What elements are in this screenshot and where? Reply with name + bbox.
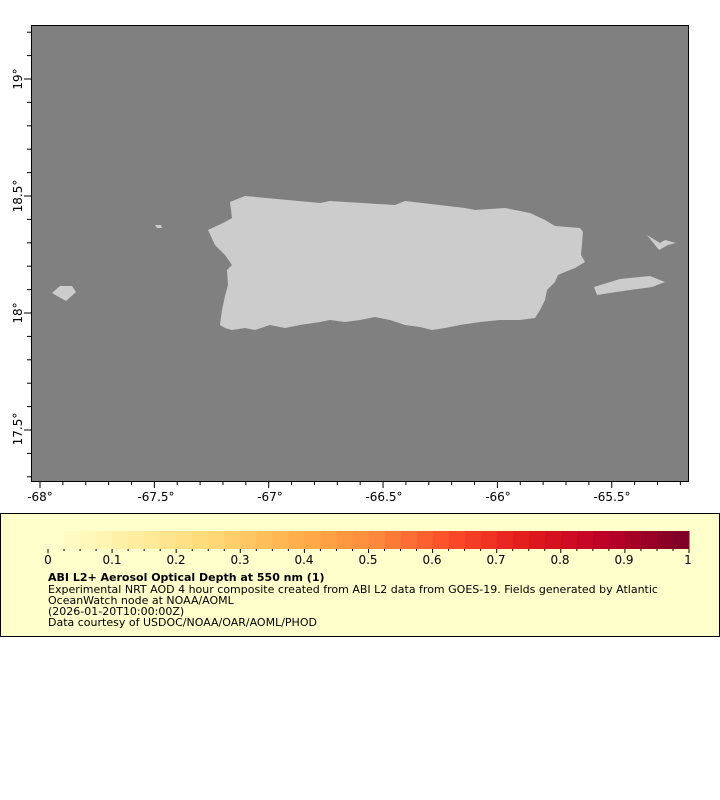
lat-tick-label: 18.5° — [11, 180, 25, 213]
legend-title: ABI L2+ Aerosol Optical Depth at 550 nm … — [48, 571, 325, 584]
colorbar-cell — [224, 531, 241, 549]
lon-tick-label: -65.5° — [593, 490, 630, 504]
colorbar-cell — [608, 531, 626, 549]
colorbar-cell — [624, 531, 642, 549]
colorbar-cell — [48, 531, 65, 549]
lon-tick-label: -67.5° — [137, 490, 174, 504]
colorbar-tick-label: 0.8 — [550, 553, 569, 567]
legend-time: (2026-01-20T10:00:00Z) — [48, 605, 185, 618]
legend-description-cont: OceanWatch node at NOAA/AOML — [48, 594, 234, 607]
lon-tick-label: -68° — [27, 490, 53, 504]
lat-tick-label: 18° — [11, 302, 25, 323]
colorbar-cell — [128, 531, 145, 549]
colorbar-cell — [368, 531, 386, 549]
colorbar-tick-label: 0.1 — [102, 553, 121, 567]
colorbar-cell — [160, 531, 177, 549]
legend-credit: Data courtesy of USDOC/NOAA/OAR/AOML/PHO… — [48, 616, 317, 629]
colorbar-cell — [96, 531, 113, 549]
lon-tick-label: -66.5° — [365, 490, 402, 504]
colorbar-cell — [352, 531, 369, 549]
colorbar-cell — [592, 531, 610, 549]
colorbar-cell — [320, 531, 337, 549]
colorbar-cell — [272, 531, 289, 549]
colorbar-tick-label: 1 — [684, 553, 692, 567]
colorbar-cell — [544, 531, 562, 549]
colorbar-cell — [496, 531, 514, 549]
legend-panel: 0 0.1 0.2 0.3 0.4 0.5 0.6 0.7 0.8 0.9 1 … — [0, 513, 720, 637]
colorbar-cell — [208, 531, 225, 549]
colorbar-cell — [112, 531, 129, 549]
colorbar-tick-label: 0.5 — [358, 553, 377, 567]
legend-description: Experimental NRT AOD 4 hour composite cr… — [48, 583, 658, 596]
colorbar-cell — [192, 531, 209, 549]
colorbar: 0 0.1 0.2 0.3 0.4 0.5 0.6 0.7 0.8 0.9 1 — [44, 531, 692, 567]
colorbar-cell — [672, 531, 690, 549]
colorbar-tick-label: 0.4 — [294, 553, 313, 567]
colorbar-cell — [400, 531, 418, 549]
colorbar-cell — [464, 531, 482, 549]
colorbar-cell — [656, 531, 674, 549]
puerto-rico-land — [208, 196, 585, 330]
colorbar-cell — [256, 531, 273, 549]
colorbar-cell — [240, 531, 257, 549]
colorbar-cell — [576, 531, 594, 549]
colorbar-cell — [336, 531, 353, 549]
colorbar-tick-label: 0 — [44, 553, 52, 567]
colorbar-cell — [528, 531, 546, 549]
desecheo-island-land — [155, 225, 162, 228]
lon-tick-label: -67° — [257, 490, 283, 504]
map-plot: -68° -67.5° -67° -66.5° -66° -65.5° 19° … — [11, 25, 689, 504]
colorbar-cell — [288, 531, 305, 549]
vieques-land — [594, 276, 665, 295]
colorbar-cell — [80, 531, 97, 549]
colorbar-tick-label: 0.7 — [486, 553, 505, 567]
colorbar-tick-label: 0.9 — [614, 553, 633, 567]
colorbar-cell — [512, 531, 530, 549]
colorbar-cell — [480, 531, 498, 549]
colorbar-cell — [432, 531, 450, 549]
lat-tick-label: 17.5° — [11, 413, 25, 446]
lon-tick-label: -66° — [485, 490, 511, 504]
colorbar-cell — [144, 531, 161, 549]
colorbar-cell — [416, 531, 434, 549]
mona-island-land — [52, 286, 76, 301]
colorbar-tick-label: 0.6 — [422, 553, 441, 567]
colorbar-cell — [176, 531, 193, 549]
colorbar-cell — [304, 531, 321, 549]
colorbar-cell — [448, 531, 466, 549]
colorbar-tick-label: 0.2 — [166, 553, 185, 567]
culebra-land — [647, 235, 676, 250]
colorbar-cell — [560, 531, 578, 549]
colorbar-cell — [640, 531, 658, 549]
colorbar-cell — [64, 531, 81, 549]
lat-tick-label: 19° — [11, 68, 25, 89]
colorbar-tick-label: 0.3 — [230, 553, 249, 567]
colorbar-cell — [384, 531, 402, 549]
